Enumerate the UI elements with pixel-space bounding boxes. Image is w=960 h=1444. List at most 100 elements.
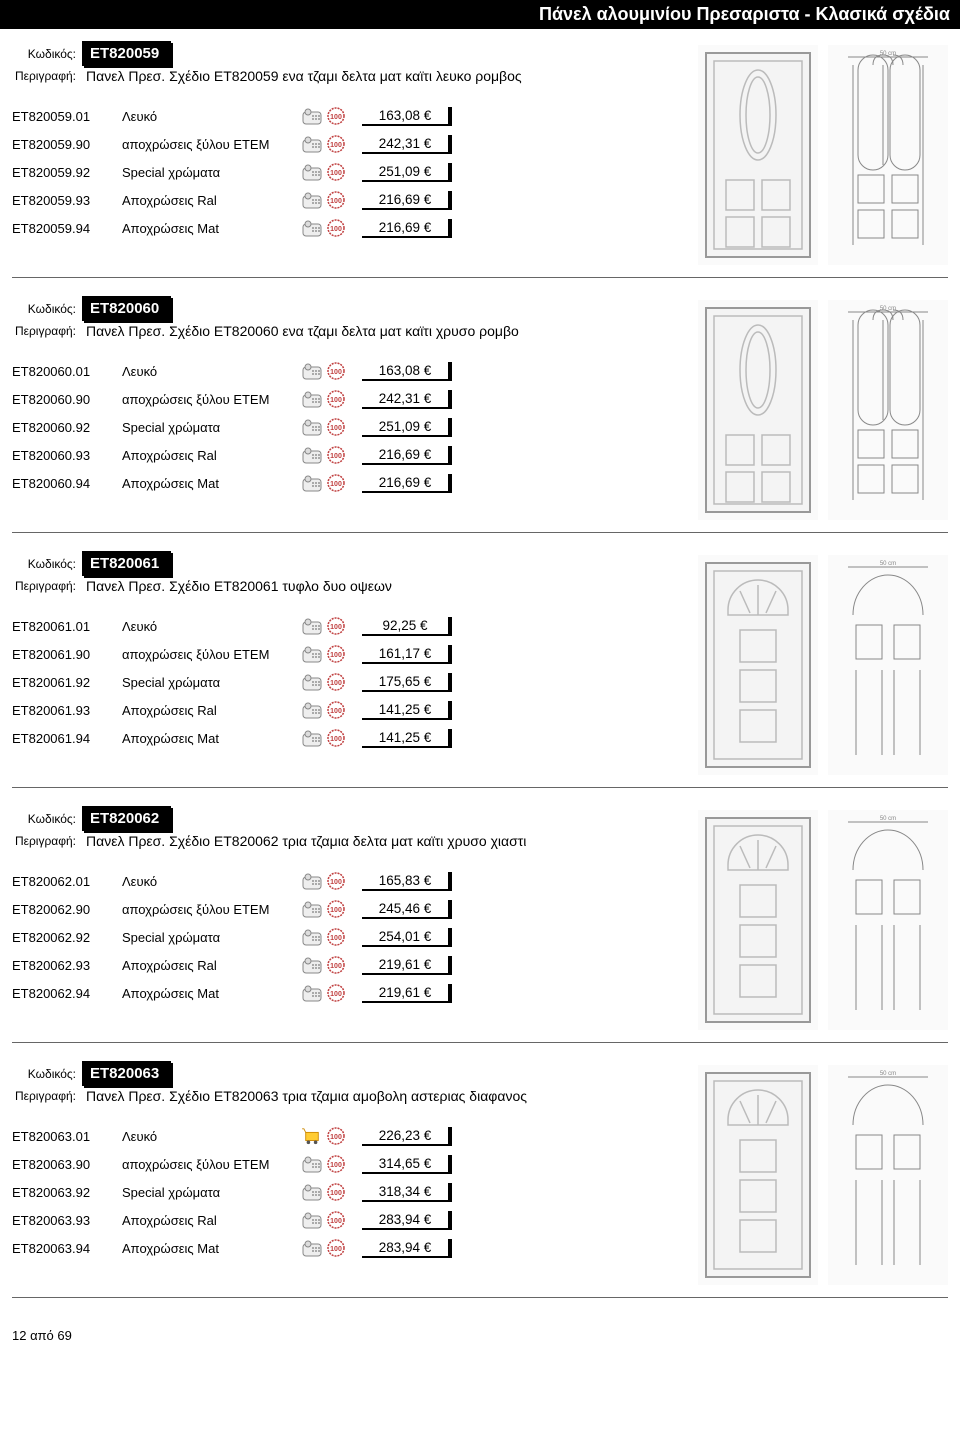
quality-badge-icon [326,956,346,974]
variant-row: ET820059.92 Special χρώματα 251,09 € [12,158,678,186]
phone-icon [302,1183,322,1201]
variant-code: ET820062.92 [12,930,122,945]
phone-icon [302,446,322,464]
phone-icon [302,1239,322,1257]
variant-label: Λευκό [122,109,302,124]
cart-icon [302,1127,322,1145]
variant-label: αποχρώσεις ξύλου ETEM [122,1157,302,1172]
variant-row: ET820063.94 Αποχρώσεις Mat 283,94 € [12,1234,678,1262]
variant-price: 245,46 € [362,900,452,919]
variant-row: ET820059.90 αποχρώσεις ξύλου ETEM 242,31… [12,130,678,158]
variant-label: Αποχρώσεις Ral [122,703,302,718]
product-code: ET820061 [82,551,171,576]
variant-price: 283,94 € [362,1239,452,1258]
variant-code: ET820060.92 [12,420,122,435]
product-code: ET820062 [82,806,171,831]
product-code: ET820060 [82,296,171,321]
variant-label: αποχρώσεις ξύλου ETEM [122,902,302,917]
door-technical-drawing: 50 cm [828,300,948,520]
variant-label: Αποχρώσεις Mat [122,731,302,746]
variant-label: Λευκό [122,364,302,379]
variant-price: 163,08 € [362,362,452,381]
variant-row: ET820060.93 Αποχρώσεις Ral 216,69 € [12,441,678,469]
phone-icon [302,418,322,436]
variant-row: ET820063.01 Λευκό 226,23 € [12,1122,678,1150]
variant-code: ET820059.01 [12,109,122,124]
variant-code: ET820059.90 [12,137,122,152]
desc-label: Περιγραφή: [12,579,82,593]
variant-code: ET820060.90 [12,392,122,407]
code-label: Κωδικός: [12,1067,82,1081]
variant-code: ET820059.94 [12,221,122,236]
variants-table: ET820063.01 Λευκό 226,23 € ET820063.90 α… [12,1122,678,1262]
variant-price: 216,69 € [362,191,452,210]
quality-badge-icon [326,1239,346,1257]
variant-price: 283,94 € [362,1211,452,1230]
variant-price: 219,61 € [362,984,452,1003]
desc-label: Περιγραφή: [12,1089,82,1103]
quality-badge-icon [326,617,346,635]
variant-code: ET820061.92 [12,675,122,690]
door-technical-drawing: 50 cm [828,810,948,1030]
variant-code: ET820060.01 [12,364,122,379]
variant-row: ET820059.94 Αποχρώσεις Mat 216,69 € [12,214,678,242]
variant-label: Λευκό [122,1129,302,1144]
product-description: Πανελ Πρεσ. Σχέδιο ΕΤ820059 ενα τζαμι δε… [82,68,522,84]
variant-row: ET820062.90 αποχρώσεις ξύλου ETEM 245,46… [12,895,678,923]
product-description: Πανελ Πρεσ. Σχέδιο ΕΤ820062 τρια τζαμια … [82,833,526,849]
variant-label: Special χρώματα [122,165,302,180]
quality-badge-icon [326,984,346,1002]
variant-row: ET820060.94 Αποχρώσεις Mat 216,69 € [12,469,678,497]
product-description: Πανελ Πρεσ. Σχέδιο ΕΤ820063 τρια τζαμια … [82,1088,527,1104]
quality-badge-icon [326,107,346,125]
variant-label: αποχρώσεις ξύλου ETEM [122,137,302,152]
variant-price: 141,25 € [362,729,452,748]
variant-price: 254,01 € [362,928,452,947]
variants-table: ET820060.01 Λευκό 163,08 € ET820060.90 α… [12,357,678,497]
variant-code: ET820062.94 [12,986,122,1001]
door-render-image [698,45,818,265]
variant-code: ET820063.92 [12,1185,122,1200]
variant-label: αποχρώσεις ξύλου ETEM [122,647,302,662]
variant-row: ET820061.01 Λευκό 92,25 € [12,612,678,640]
variant-price: 314,65 € [362,1155,452,1174]
variant-code: ET820061.01 [12,619,122,634]
phone-icon [302,928,322,946]
variant-row: ET820061.90 αποχρώσεις ξύλου ETEM 161,17… [12,640,678,668]
quality-badge-icon [326,390,346,408]
variant-row: ET820059.93 Αποχρώσεις Ral 216,69 € [12,186,678,214]
code-label: Κωδικός: [12,812,82,826]
variant-label: Αποχρώσεις Ral [122,193,302,208]
quality-badge-icon [326,928,346,946]
door-render-image [698,1065,818,1285]
desc-label: Περιγραφή: [12,69,82,83]
product-block: Κωδικός: ET820063 Περιγραφή: Πανελ Πρεσ.… [12,1061,948,1298]
variant-label: Αποχρώσεις Mat [122,986,302,1001]
phone-icon [302,390,322,408]
variant-label: Αποχρώσεις Ral [122,958,302,973]
variant-label: Αποχρώσεις Mat [122,221,302,236]
variant-code: ET820062.01 [12,874,122,889]
variant-row: ET820060.92 Special χρώματα 251,09 € [12,413,678,441]
desc-label: Περιγραφή: [12,834,82,848]
svg-text:50 cm: 50 cm [880,816,896,822]
phone-icon [302,135,322,153]
product-block: Κωδικός: ET820060 Περιγραφή: Πανελ Πρεσ.… [12,296,948,533]
variant-price: 216,69 € [362,474,452,493]
phone-icon [302,219,322,237]
quality-badge-icon [326,872,346,890]
variant-code: ET820063.94 [12,1241,122,1256]
variant-code: ET820061.94 [12,731,122,746]
variant-label: Αποχρώσεις Ral [122,448,302,463]
variant-row: ET820060.01 Λευκό 163,08 € [12,357,678,385]
phone-icon [302,701,322,719]
variant-code: ET820063.90 [12,1157,122,1172]
variant-row: ET820061.93 Αποχρώσεις Ral 141,25 € [12,696,678,724]
phone-icon [302,645,322,663]
variant-price: 163,08 € [362,107,452,126]
product-description: Πανελ Πρεσ. Σχέδιο ΕΤ820060 ενα τζαμι δε… [82,323,519,339]
phone-icon [302,474,322,492]
product-block: Κωδικός: ET820059 Περιγραφή: Πανελ Πρεσ.… [12,41,948,278]
quality-badge-icon [326,673,346,691]
variant-code: ET820061.90 [12,647,122,662]
